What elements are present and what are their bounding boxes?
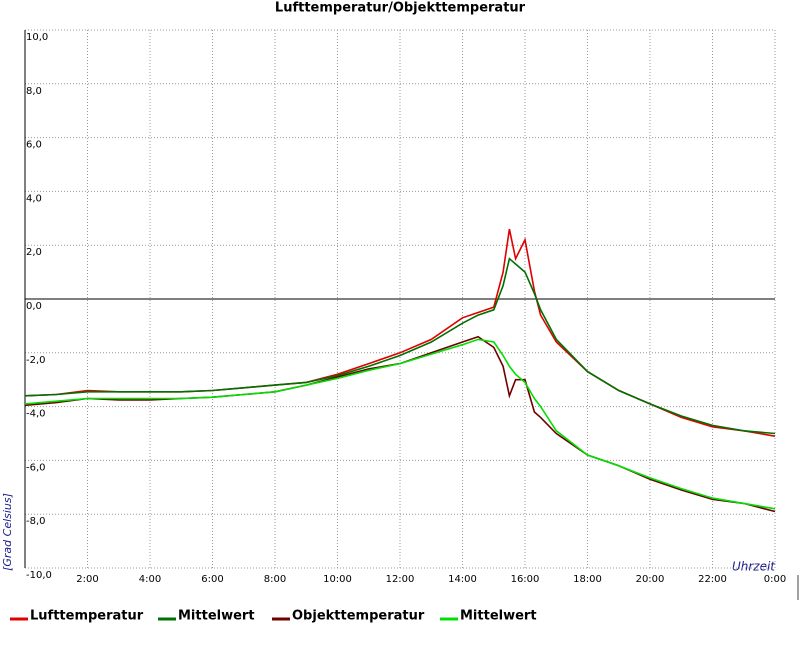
x-tick-label: 6:00 — [201, 574, 223, 585]
y-tick-label: -8,0 — [26, 516, 46, 527]
x-tick-label: 0:00 — [764, 574, 786, 585]
series-line — [24, 338, 776, 510]
legend-label: Lufttemperatur — [30, 609, 144, 624]
legend-label: Mittelwert — [178, 609, 255, 624]
x-tick-label: 22:00 — [698, 574, 727, 585]
y-tick-label: 8,0 — [26, 86, 42, 97]
chart-title: Lufttemperatur/Objekttemperatur — [275, 1, 526, 16]
x-tick-label: 12:00 — [386, 574, 415, 585]
x-tick-label: 2:00 — [76, 574, 98, 585]
y-tick-label: -2,0 — [26, 355, 46, 366]
y-tick-label: 10,0 — [26, 32, 48, 43]
y-axis-label: [Grad Celsius] — [1, 493, 14, 571]
legend-label: Objekttemperatur — [292, 609, 425, 624]
y-tick-label: -4,0 — [26, 409, 46, 420]
x-tick-label: 18:00 — [573, 574, 602, 585]
y-tick-label: 4,0 — [26, 193, 42, 204]
x-tick-label: 10:00 — [323, 574, 352, 585]
y-tick-label: 6,0 — [26, 140, 42, 151]
x-tick-label: 4:00 — [139, 574, 161, 585]
series-line — [24, 257, 776, 435]
y-tick-label: 2,0 — [26, 247, 42, 258]
y-tick-label: -10,0 — [26, 570, 52, 581]
x-tick-label: 8:00 — [264, 574, 286, 585]
legend-label: Mittelwert — [460, 609, 537, 624]
y-tick-label: 0,0 — [26, 301, 42, 312]
y-tick-label: -6,0 — [26, 462, 46, 473]
x-tick-label: 20:00 — [636, 574, 665, 585]
x-tick-label: 14:00 — [448, 574, 477, 585]
x-axis-label: Uhrzeit — [732, 560, 776, 574]
x-tick-label: 16:00 — [511, 574, 540, 585]
